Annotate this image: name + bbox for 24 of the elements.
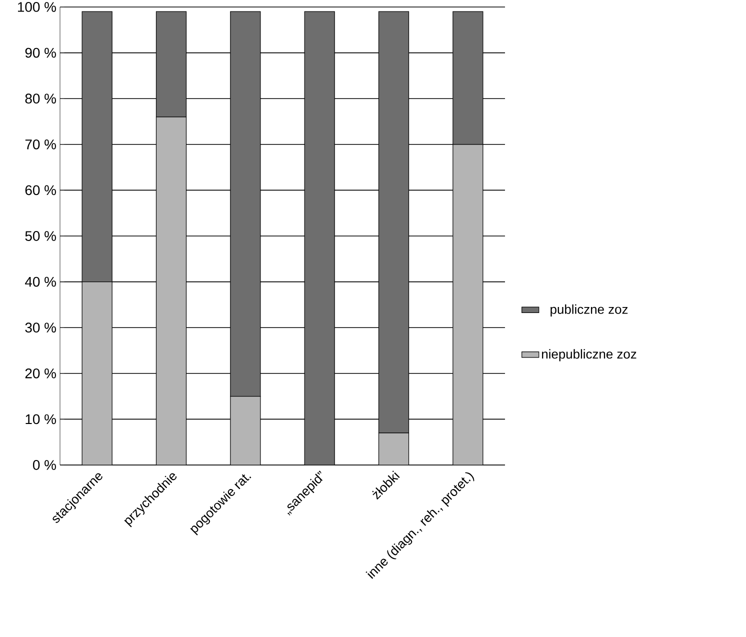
y-tick-label: 60 %: [25, 185, 56, 196]
bar: [230, 396, 260, 465]
bar: [156, 116, 186, 465]
bar: [452, 11, 484, 145]
bar: [82, 282, 112, 465]
y-tick-label: 90 %: [25, 48, 56, 58]
bar: [378, 11, 410, 434]
bar: [156, 11, 187, 118]
legend-label: niepubliczne zoz: [542, 349, 636, 362]
legend-label: publiczne zoz: [550, 304, 628, 316]
bar: [452, 144, 484, 465]
y-tick-label: 10 %: [26, 414, 56, 424]
y-tick-label: 40 %: [25, 276, 56, 287]
y-tick-label: 0 %: [32, 460, 56, 470]
y-tick-label: 30 %: [25, 322, 56, 333]
bar: [82, 11, 112, 282]
y-tick-label: 70 %: [25, 139, 56, 150]
bar: [378, 432, 409, 465]
y-tick-label: 80 %: [25, 94, 56, 104]
y-tick-label: 50 %: [25, 231, 56, 241]
bar: [230, 11, 261, 397]
y-tick-label: 100 %: [18, 2, 56, 12]
bar: [304, 12, 335, 465]
y-tick-label: 20 %: [25, 368, 56, 378]
